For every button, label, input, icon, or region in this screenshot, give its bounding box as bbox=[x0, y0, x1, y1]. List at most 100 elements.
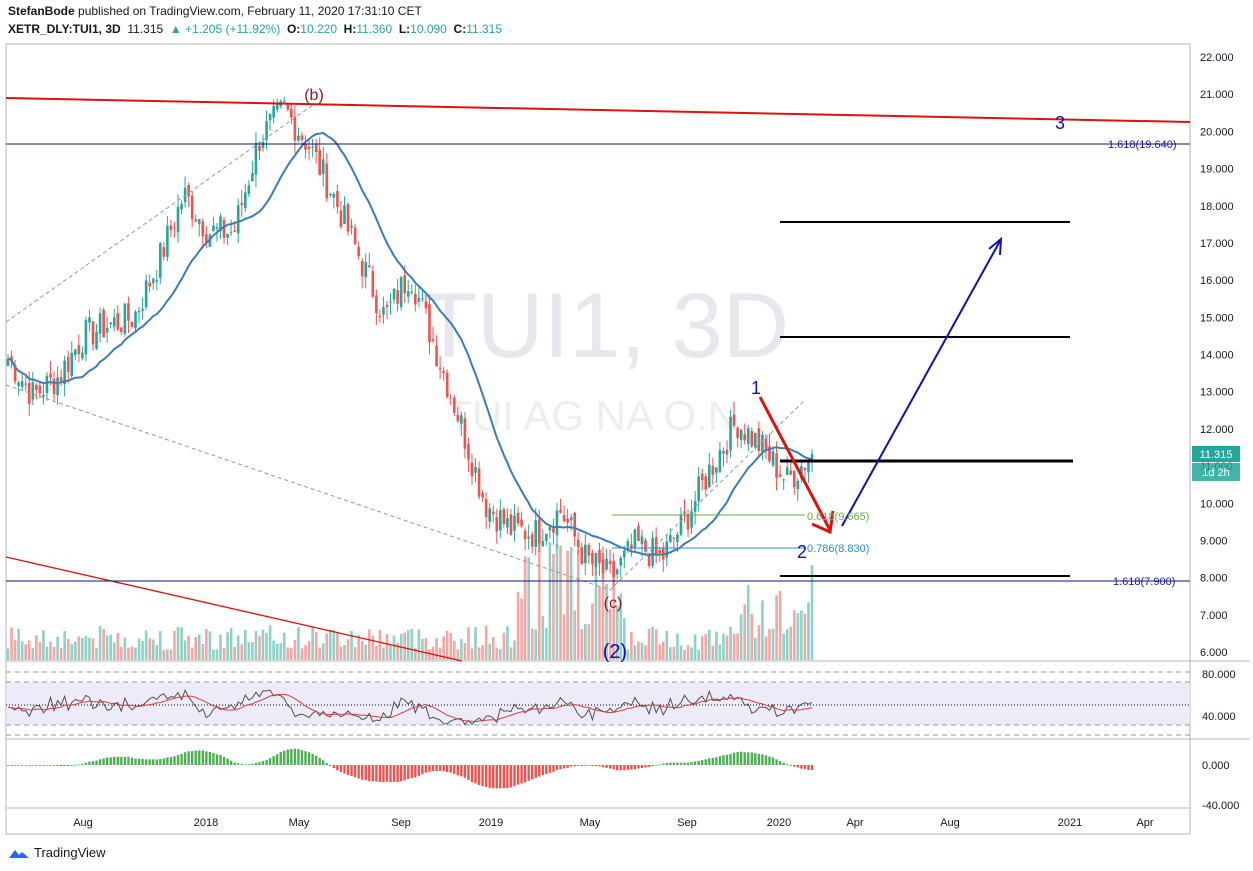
volume-bar bbox=[318, 647, 321, 660]
macd-bar bbox=[52, 765, 56, 766]
low-label: L: bbox=[398, 22, 411, 36]
macd-bar bbox=[371, 765, 375, 782]
volume-bar bbox=[506, 626, 509, 660]
candle-body bbox=[729, 416, 732, 451]
macd-bar bbox=[265, 759, 268, 765]
volume-bar bbox=[247, 642, 251, 660]
volume-bar bbox=[421, 638, 424, 660]
wave-3-up-arrow[interactable] bbox=[841, 240, 1001, 527]
candle-body bbox=[233, 230, 236, 232]
candle-body bbox=[672, 537, 676, 539]
macd-bar bbox=[95, 760, 98, 765]
candle-body bbox=[757, 428, 761, 451]
candle-body bbox=[45, 375, 49, 394]
dashed-channel-recovery[interactable] bbox=[609, 399, 806, 591]
macd-bar bbox=[467, 765, 470, 780]
candle-body bbox=[31, 382, 35, 400]
macd-bar bbox=[322, 760, 325, 765]
macd-bar bbox=[67, 765, 70, 766]
candle-body bbox=[502, 509, 506, 525]
macd-bar bbox=[84, 762, 88, 765]
candle-body bbox=[548, 526, 552, 531]
price-axis[interactable]: 22.000 21.000 20.000 19.000 18.000 17.000 16.0… bbox=[1200, 52, 1234, 659]
candle-body bbox=[566, 518, 569, 523]
candle-body bbox=[166, 225, 169, 258]
symbol-name[interactable]: XETR_DLY:TUI1, 3D bbox=[8, 22, 121, 36]
volume-bar bbox=[180, 627, 183, 660]
macd-bar bbox=[449, 765, 452, 773]
candle-body bbox=[598, 550, 601, 564]
wave-2-down-arrow[interactable] bbox=[758, 396, 832, 531]
volume-bar bbox=[208, 631, 212, 660]
macd-bar bbox=[810, 765, 814, 771]
candle-body bbox=[10, 356, 13, 362]
volume-bar bbox=[321, 643, 325, 660]
candle-body bbox=[633, 529, 637, 549]
macd-bar bbox=[226, 758, 229, 765]
macd-bar bbox=[672, 762, 676, 765]
volume-bar bbox=[52, 646, 56, 660]
volume-bar bbox=[704, 634, 708, 660]
upper-trendline[interactable] bbox=[5, 97, 1191, 123]
volume-bar bbox=[428, 649, 431, 660]
macd-bar bbox=[516, 765, 520, 785]
volume-bar bbox=[353, 647, 357, 660]
candle-body bbox=[442, 370, 445, 373]
candle-body bbox=[545, 533, 548, 541]
candle-body bbox=[275, 103, 279, 110]
macd-bar bbox=[311, 753, 314, 765]
volume-bar bbox=[350, 630, 353, 660]
lower-trendline[interactable] bbox=[5, 556, 463, 662]
candle-body bbox=[265, 121, 268, 140]
candle-body bbox=[732, 414, 736, 426]
volume-bar bbox=[449, 633, 453, 660]
volume-bar bbox=[431, 646, 435, 660]
candle-body bbox=[261, 142, 265, 148]
candle-body bbox=[785, 467, 789, 476]
volume-bar bbox=[711, 645, 715, 660]
candle-body bbox=[38, 385, 42, 394]
candle-body bbox=[746, 428, 750, 444]
volume-bar bbox=[105, 635, 109, 660]
macd-bar bbox=[183, 752, 187, 765]
volume-bar bbox=[630, 632, 633, 660]
macd-bar bbox=[208, 751, 212, 765]
volume-bar bbox=[442, 636, 445, 660]
last-price-badge-value: 11.315 bbox=[1200, 449, 1233, 461]
macd-bar bbox=[555, 765, 559, 771]
macd-bar bbox=[35, 765, 38, 766]
volume-bar bbox=[644, 645, 647, 660]
symbol-legend: XETR_DLY:TUI1, 3D 11.315 ▲ +1.205 (+11.9… bbox=[8, 22, 502, 36]
macd-bar bbox=[722, 755, 725, 765]
candle-body bbox=[194, 219, 198, 222]
macd-bar bbox=[523, 765, 527, 783]
rsi-signal-line bbox=[7, 693, 813, 723]
volume-bar bbox=[481, 645, 484, 660]
macd-bar bbox=[407, 765, 410, 780]
volume-bar bbox=[640, 642, 644, 660]
candle-body bbox=[127, 303, 130, 321]
candle-body bbox=[647, 553, 651, 567]
time-tick-label: 2019 bbox=[479, 817, 503, 829]
volume-bar bbox=[669, 647, 672, 660]
volume-bar bbox=[615, 605, 619, 660]
candle-body bbox=[562, 515, 566, 522]
volume-bar bbox=[541, 616, 545, 660]
rsi-tick-80: 80.000 bbox=[1202, 669, 1236, 681]
time-tick-label: Sep bbox=[391, 817, 411, 829]
macd-bar bbox=[10, 765, 13, 766]
volume-bar bbox=[605, 583, 608, 660]
time-tick-label: Aug bbox=[940, 817, 960, 829]
candle-body bbox=[739, 429, 743, 440]
dashed-channel-lower[interactable] bbox=[5, 384, 611, 591]
time-axis[interactable]: Aug 2018 May Sep 2019 May Sep 2020 Apr Aug 2021 Apr bbox=[73, 817, 1154, 829]
publisher-name[interactable]: StefanBode bbox=[8, 4, 75, 18]
macd-bar bbox=[470, 765, 474, 783]
price-tick-label: 21.000 bbox=[1200, 89, 1234, 101]
footer-brand[interactable]: TradingView bbox=[8, 845, 106, 860]
macd-bar bbox=[782, 762, 785, 765]
volume-bar bbox=[516, 591, 520, 660]
macd-bar bbox=[212, 753, 215, 765]
macd-bar bbox=[268, 758, 272, 765]
